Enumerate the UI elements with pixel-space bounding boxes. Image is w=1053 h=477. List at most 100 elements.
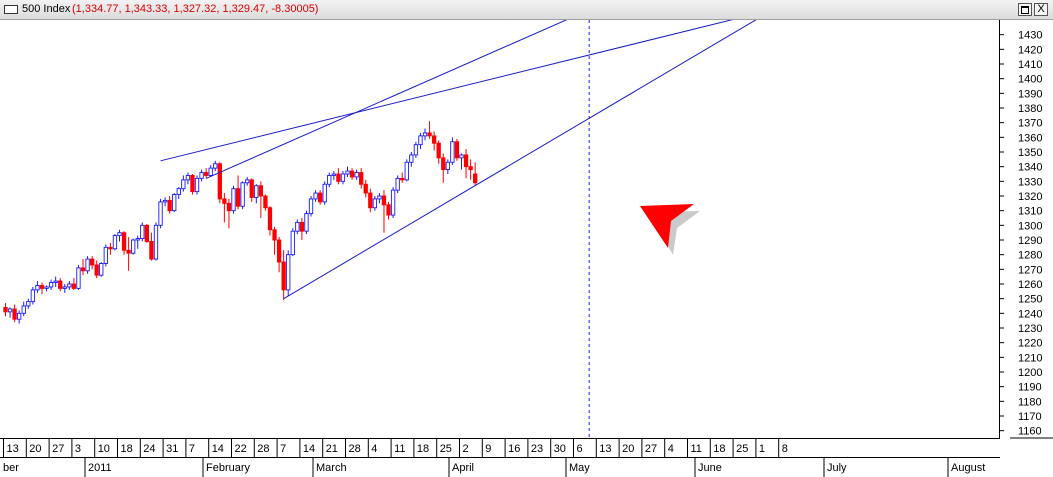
candle-body <box>254 185 259 198</box>
x-day-label: 27 <box>52 443 64 455</box>
y-tick-label: 1330 <box>1018 176 1042 188</box>
x-month-label: May <box>569 462 590 474</box>
x-day-label: 1 <box>759 443 765 455</box>
candle-body <box>167 199 172 212</box>
candle-body <box>194 177 200 193</box>
candle-body <box>85 258 90 272</box>
x-day-label: 24 <box>143 443 155 455</box>
y-tick-label: 1190 <box>1018 382 1042 394</box>
candle-body <box>317 192 323 203</box>
candle-body <box>363 183 368 194</box>
trendline <box>283 20 757 300</box>
x-day-label: 28 <box>257 443 269 455</box>
x-day-label: 25 <box>440 443 452 455</box>
candle-body <box>112 235 118 250</box>
candle-body <box>231 188 236 212</box>
candle-body <box>172 194 177 212</box>
candle-body <box>162 199 168 203</box>
candle-body <box>131 239 136 254</box>
y-tick-label: 1370 <box>1018 118 1042 130</box>
y-tick-label: 1410 <box>1018 59 1042 71</box>
restore-button[interactable] <box>1018 3 1032 16</box>
candle-body <box>427 132 432 137</box>
x-day-label: 30 <box>554 443 566 455</box>
candle-body <box>153 224 159 260</box>
x-day-label: 7 <box>280 443 286 455</box>
candle-body <box>290 230 295 256</box>
y-tick-label: 1340 <box>1018 162 1042 174</box>
y-tick-label: 1290 <box>1018 235 1042 247</box>
x-day-label: 22 <box>235 443 247 455</box>
candle-body <box>267 207 273 231</box>
arrow-group <box>640 204 700 255</box>
candle-body <box>144 224 150 242</box>
window-titlebar: 500 Index (1,334.77, 1,343.33, 1,327.32,… <box>0 0 1053 20</box>
y-tick-label: 1230 <box>1018 323 1042 335</box>
x-day-label: 18 <box>417 443 429 455</box>
candle-body <box>76 267 81 289</box>
candle-body <box>149 241 154 260</box>
candle-body <box>203 172 209 176</box>
x-day-label: 14 <box>212 443 224 455</box>
candle-body <box>313 192 318 200</box>
candle-body <box>404 161 409 181</box>
candle-body <box>263 195 268 209</box>
candle-body <box>299 221 305 232</box>
candle-body <box>190 175 195 193</box>
x-day-label: 13 <box>7 443 19 455</box>
candle-body <box>185 175 191 181</box>
window-icon[interactable] <box>4 5 18 14</box>
y-tick-label: 1360 <box>1018 132 1042 144</box>
ohlc-readout: (1,334.77, 1,343.33, 1,327.32, 1,329.47,… <box>72 3 319 15</box>
candle-body <box>99 263 104 276</box>
x-day-label: 28 <box>349 443 361 455</box>
candle-body <box>340 173 346 182</box>
candle-body <box>386 204 391 216</box>
candle-body <box>336 173 341 182</box>
x-month-label: February <box>206 462 251 474</box>
x-month-label: March <box>316 462 347 474</box>
candle-body <box>377 195 382 200</box>
candle-body <box>459 154 464 159</box>
x-day-label: 9 <box>485 443 491 455</box>
y-tick-label: 1240 <box>1018 308 1042 320</box>
candle-body <box>53 280 58 283</box>
candle-body <box>450 141 455 163</box>
candle-body <box>117 232 122 237</box>
candle-body <box>304 213 309 232</box>
candle-body <box>473 173 478 184</box>
price-chart: 1160117011801190120012101220123012401250… <box>0 20 1053 477</box>
candle-body <box>226 202 232 212</box>
candle-body <box>395 177 400 191</box>
x-axis: 13 20 27 3 10 18 24 31 7 14 22 28 7 14 21 28 4 11 18 25 2 9 16… <box>0 438 1000 477</box>
x-day-label: 6 <box>577 443 583 455</box>
x-day-label: 8 <box>782 443 788 455</box>
candle-body <box>3 307 8 313</box>
candle-body <box>240 182 245 207</box>
candle-body <box>217 163 222 200</box>
candle-body <box>422 132 428 137</box>
candle-body <box>199 172 204 179</box>
candle-body <box>463 154 469 168</box>
candle-body <box>12 308 17 320</box>
x-month-label: August <box>951 462 985 474</box>
candle-body <box>445 161 450 171</box>
y-tick-label: 1310 <box>1018 206 1042 218</box>
candle-body <box>245 179 250 184</box>
x-day-label: 18 <box>121 443 133 455</box>
x-month-label: June <box>698 462 722 474</box>
annotation-arrow <box>640 204 694 248</box>
chart-background <box>0 20 1053 477</box>
candle-body <box>390 189 396 216</box>
candle-body <box>44 286 49 289</box>
y-tick-label: 1250 <box>1018 294 1042 306</box>
candle-body <box>121 232 127 251</box>
x-day-label: 20 <box>29 443 41 455</box>
close-button[interactable]: X <box>1034 3 1048 16</box>
candle-body <box>67 283 72 288</box>
candle-body <box>58 280 63 289</box>
candle-body <box>441 157 446 171</box>
x-day-label: 13 <box>599 443 611 455</box>
candle-body <box>345 170 350 175</box>
candle-body <box>258 185 264 197</box>
